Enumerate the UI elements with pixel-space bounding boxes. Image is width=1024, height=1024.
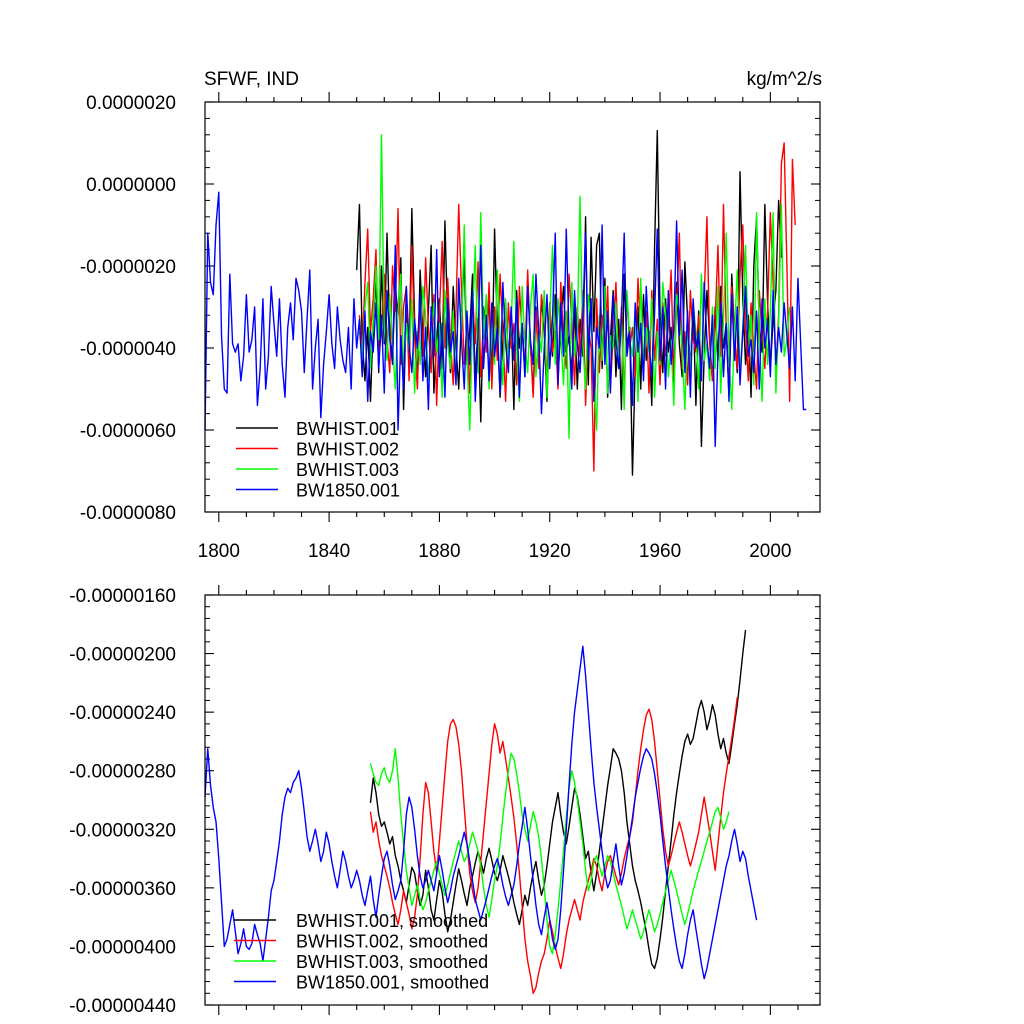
series-line-bwhist-001-smoothed [369, 630, 747, 970]
top-units: kg/m^2/s [747, 69, 822, 90]
series-line-bw1850-001-smoothed [204, 645, 758, 980]
x-tick-label: 1920 [529, 541, 571, 562]
top-x-tick-labels: 1800 1840 1880 1920 1960 2000 [198, 541, 792, 562]
legend-label: BWHIST.002 [296, 440, 399, 460]
y-tick-label: -0.00000280 [69, 762, 176, 783]
legend-label: BW1850.001, smoothed [296, 973, 489, 993]
legend-label: BWHIST.003 [296, 460, 399, 480]
y-tick-label: -0.00000240 [69, 703, 176, 724]
y-tick-label: -0.0000020 [80, 257, 176, 278]
x-tick-label: 1880 [418, 541, 460, 562]
x-tick-label: 2000 [749, 541, 791, 562]
bottom-y-tick-labels: -0.00000440 -0.00000400 -0.00000360 -0.0000… [69, 586, 176, 1017]
top-y-tick-labels: -0.0000080 -0.0000060 -0.0000040 -0.0000020… [80, 93, 176, 524]
bottom-frame [204, 594, 821, 1006]
x-tick-label: 1840 [308, 541, 350, 562]
top-series [204, 129, 807, 476]
legend-label: BWHIST.001, smoothed [296, 911, 488, 931]
y-tick-label: -0.00000440 [69, 996, 176, 1017]
y-tick-label: -0.00000160 [69, 586, 176, 607]
y-tick-label: -0.0000080 [80, 503, 176, 524]
series-line-bw1850-001 [204, 191, 807, 448]
legend-label: BWHIST.002, smoothed [296, 932, 488, 952]
series-line-bwhist-003 [358, 134, 791, 439]
top-title: SFWF, IND [204, 69, 299, 90]
bottom-panel: -0.00000440 -0.00000400 -0.00000360 -0.0000… [69, 585, 821, 1017]
y-tick-label: -0.0000040 [80, 339, 176, 360]
series-line-bwhist-003-smoothed [369, 748, 730, 955]
legend-label: BW1850.001 [296, 481, 400, 501]
bottom-ticks [205, 585, 820, 1015]
y-tick-label: 0.0000020 [86, 93, 176, 114]
x-tick-label: 1800 [198, 541, 240, 562]
legend-label: BWHIST.001 [296, 419, 399, 439]
top-panel: SFWF, IND kg/m^2/s -0.0000080-0.0000060-… [80, 69, 822, 562]
y-tick-label: -0.00000320 [69, 820, 176, 841]
y-tick-label: -0.00000400 [69, 937, 176, 958]
y-tick-label: -0.00000360 [69, 879, 176, 900]
y-tick-label: -0.00000200 [69, 645, 176, 666]
bottom-series [204, 630, 758, 994]
legend-label: BWHIST.003, smoothed [296, 952, 488, 972]
y-tick-label: -0.0000060 [80, 421, 176, 442]
top-frame [204, 101, 821, 513]
series-line-bwhist-002-smoothed [369, 697, 738, 994]
x-tick-label: 1960 [639, 541, 681, 562]
y-tick-label: 0.0000000 [86, 175, 176, 196]
top-ticks [205, 92, 820, 522]
